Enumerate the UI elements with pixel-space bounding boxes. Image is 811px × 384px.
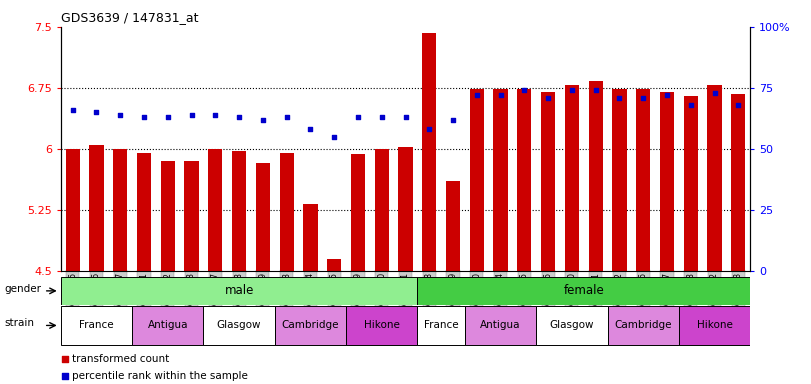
Bar	[418, 306, 465, 345]
Bar	[684, 96, 698, 271]
Point	[294, 137, 307, 144]
Bar	[255, 164, 270, 271]
Text: strain: strain	[5, 318, 35, 328]
Bar	[66, 149, 79, 271]
Bar	[679, 306, 750, 345]
Text: Hikone: Hikone	[697, 320, 732, 331]
Point	[67, 107, 79, 113]
Bar	[446, 181, 460, 271]
Point	[423, 126, 436, 132]
Bar	[137, 153, 151, 271]
Bar	[470, 89, 484, 271]
Bar	[89, 145, 104, 271]
Bar	[493, 89, 508, 271]
Text: female: female	[564, 285, 604, 297]
Bar	[132, 306, 204, 345]
Point	[114, 112, 127, 118]
Bar	[564, 84, 579, 271]
Bar	[707, 84, 722, 271]
Text: gender: gender	[5, 285, 42, 295]
Bar	[232, 151, 247, 271]
Point	[470, 92, 483, 98]
Point	[161, 114, 174, 120]
Bar	[346, 306, 418, 345]
Bar	[327, 258, 341, 271]
Bar	[398, 147, 413, 271]
Point	[613, 94, 626, 101]
Point	[185, 112, 198, 118]
Bar	[541, 92, 556, 271]
Point	[256, 116, 269, 122]
Bar	[589, 81, 603, 271]
Text: Cambridge: Cambridge	[615, 320, 672, 331]
Bar	[660, 92, 674, 271]
Bar	[732, 94, 745, 271]
Bar	[423, 33, 436, 271]
Point	[209, 112, 222, 118]
Bar	[161, 161, 175, 271]
Point	[90, 109, 103, 115]
Point	[637, 94, 650, 101]
Bar	[208, 149, 222, 271]
Point	[328, 134, 341, 140]
Point	[565, 87, 578, 93]
Bar	[204, 306, 275, 345]
Text: percentile rank within the sample: percentile rank within the sample	[72, 371, 248, 381]
Point	[708, 89, 721, 96]
Text: Antigua: Antigua	[148, 320, 188, 331]
Point	[660, 92, 673, 98]
Bar	[375, 149, 388, 271]
Bar	[61, 277, 418, 305]
Bar	[517, 89, 531, 271]
Point	[494, 92, 507, 98]
Text: transformed count: transformed count	[72, 354, 169, 364]
Point	[589, 87, 602, 93]
Point	[138, 114, 151, 120]
Bar	[61, 306, 132, 345]
Bar	[465, 306, 536, 345]
Bar	[113, 149, 127, 271]
Point	[518, 87, 531, 93]
Text: male: male	[225, 285, 254, 297]
Point	[447, 116, 460, 122]
Text: Glasgow: Glasgow	[550, 320, 594, 331]
Point	[732, 102, 744, 108]
Point	[233, 114, 246, 120]
Text: France: France	[424, 320, 458, 331]
Text: Glasgow: Glasgow	[217, 320, 261, 331]
Point	[294, 295, 307, 301]
Bar	[636, 89, 650, 271]
Text: Cambridge: Cambridge	[281, 320, 339, 331]
Bar	[351, 154, 365, 271]
Point	[280, 114, 293, 120]
Bar	[303, 204, 318, 271]
Point	[399, 114, 412, 120]
Text: France: France	[79, 320, 114, 331]
Point	[375, 114, 388, 120]
Point	[684, 102, 697, 108]
Text: GDS3639 / 147831_at: GDS3639 / 147831_at	[61, 11, 199, 24]
Bar	[418, 277, 750, 305]
Bar	[184, 161, 199, 271]
Bar	[280, 153, 294, 271]
Point	[304, 126, 317, 132]
Bar	[612, 89, 627, 271]
Bar	[536, 306, 607, 345]
Bar	[607, 306, 679, 345]
Point	[542, 94, 555, 101]
Text: Hikone: Hikone	[364, 320, 400, 331]
Text: Antigua: Antigua	[480, 320, 521, 331]
Bar	[275, 306, 346, 345]
Point	[351, 114, 364, 120]
